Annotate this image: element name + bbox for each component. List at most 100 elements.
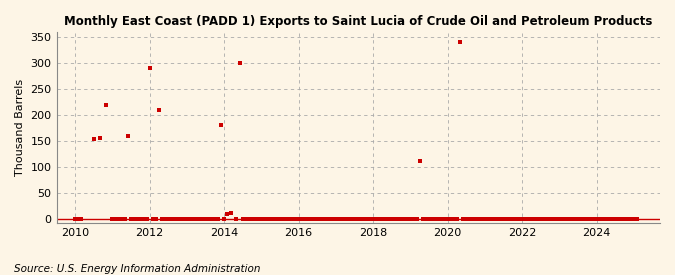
Point <box>364 217 375 221</box>
Point <box>452 217 462 221</box>
Point <box>371 217 381 221</box>
Point <box>191 217 202 221</box>
Point <box>628 217 639 221</box>
Point <box>315 217 325 221</box>
Point <box>309 217 320 221</box>
Point <box>557 217 568 221</box>
Point <box>154 108 165 112</box>
Point <box>256 217 267 221</box>
Point <box>110 217 121 221</box>
Point <box>225 211 236 215</box>
Point <box>477 217 487 221</box>
Point <box>231 217 242 221</box>
Point <box>293 217 304 221</box>
Point <box>169 217 180 221</box>
Point <box>396 217 406 221</box>
Point <box>414 159 425 163</box>
Point <box>461 217 472 221</box>
Point <box>265 217 276 221</box>
Point <box>533 217 543 221</box>
Point <box>179 217 190 221</box>
Point <box>486 217 497 221</box>
Point <box>402 217 413 221</box>
Point <box>203 217 214 221</box>
Point <box>564 217 574 221</box>
Point <box>582 217 593 221</box>
Point <box>467 217 478 221</box>
Point <box>616 217 627 221</box>
Point <box>300 217 310 221</box>
Point <box>107 217 118 221</box>
Point <box>337 217 348 221</box>
Point <box>361 217 372 221</box>
Point <box>368 217 379 221</box>
Point <box>597 217 608 221</box>
Point <box>408 217 418 221</box>
Point <box>551 217 562 221</box>
Point <box>302 217 313 221</box>
Point <box>479 217 490 221</box>
Point <box>613 217 624 221</box>
Text: Source: U.S. Energy Information Administration: Source: U.S. Energy Information Administ… <box>14 264 260 274</box>
Point <box>222 211 233 216</box>
Point <box>473 217 484 221</box>
Point <box>523 217 534 221</box>
Point <box>619 217 630 221</box>
Point <box>535 217 546 221</box>
Point <box>572 217 583 221</box>
Point <box>76 217 87 221</box>
Point <box>607 217 618 221</box>
Point <box>321 217 332 221</box>
Point <box>340 217 350 221</box>
Point <box>275 217 286 221</box>
Point <box>209 217 220 221</box>
Point <box>520 217 531 221</box>
Point <box>504 217 515 221</box>
Point <box>312 217 323 221</box>
Point <box>591 217 602 221</box>
Point <box>184 217 195 221</box>
Point <box>200 217 211 221</box>
Point <box>589 217 599 221</box>
Point <box>433 217 443 221</box>
Point <box>514 217 524 221</box>
Point <box>219 217 230 221</box>
Point <box>352 217 363 221</box>
Point <box>213 217 223 221</box>
Point <box>318 217 329 221</box>
Point <box>324 217 335 221</box>
Point <box>464 217 475 221</box>
Point <box>284 217 295 221</box>
Point <box>138 217 148 221</box>
Point <box>132 217 143 221</box>
Point <box>250 217 261 221</box>
Point <box>70 217 80 221</box>
Point <box>585 217 596 221</box>
Point <box>160 217 171 221</box>
Point <box>253 217 264 221</box>
Point <box>306 217 317 221</box>
Point <box>119 217 130 221</box>
Point <box>517 217 528 221</box>
Point <box>495 217 506 221</box>
Point <box>421 217 431 221</box>
Point <box>182 217 192 221</box>
Point <box>389 217 400 221</box>
Point <box>331 217 342 221</box>
Point <box>135 217 146 221</box>
Point <box>356 217 367 221</box>
Point <box>268 217 279 221</box>
Point <box>281 217 292 221</box>
Point <box>430 217 441 221</box>
Point <box>411 217 422 221</box>
Point <box>238 217 248 221</box>
Point <box>194 217 205 221</box>
Point <box>207 217 217 221</box>
Point <box>508 217 518 221</box>
Point <box>157 217 167 221</box>
Point <box>439 217 450 221</box>
Point <box>259 217 270 221</box>
Point <box>95 136 105 141</box>
Point <box>383 217 394 221</box>
Point <box>526 217 537 221</box>
